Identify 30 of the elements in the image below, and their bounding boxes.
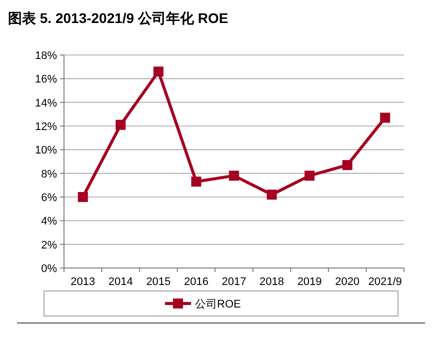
y-tick-label: 18% <box>34 50 58 62</box>
y-tick-label: 6% <box>41 192 58 204</box>
y-tick-label: 12% <box>34 121 58 133</box>
point <box>229 170 239 181</box>
point <box>116 120 126 130</box>
point <box>342 160 352 170</box>
point <box>266 190 277 200</box>
y-tick-label: 8% <box>41 168 58 180</box>
y-tick-label: 0% <box>41 263 58 275</box>
y-tick-label: 14% <box>34 97 58 110</box>
x-tick-label: 2014 <box>108 276 133 288</box>
point <box>304 170 315 181</box>
x-tick-label: 2021/9 <box>368 276 402 288</box>
point <box>153 66 164 77</box>
point <box>78 192 88 202</box>
x-tick-label: 2016 <box>184 276 208 288</box>
y-tick-label: 16% <box>34 74 58 86</box>
x-tick-label: 2015 <box>146 276 171 288</box>
y-tick-label: 10% <box>34 144 58 157</box>
y-tick-label: 2% <box>41 239 58 252</box>
x-tick-label: 2018 <box>260 276 284 288</box>
point <box>191 176 202 187</box>
legend-label: 公司ROE <box>195 298 241 310</box>
chart-title: 图表 5. 2013-2021/9 公司年化 ROE <box>8 10 228 26</box>
x-tick-label: 2013 <box>70 276 96 288</box>
x-tick-label: 2017 <box>222 276 246 288</box>
point <box>380 112 390 123</box>
x-tick-label: 2020 <box>335 276 360 288</box>
y-tick-label: 4% <box>41 216 58 228</box>
x-tick-label: 2019 <box>297 276 322 288</box>
